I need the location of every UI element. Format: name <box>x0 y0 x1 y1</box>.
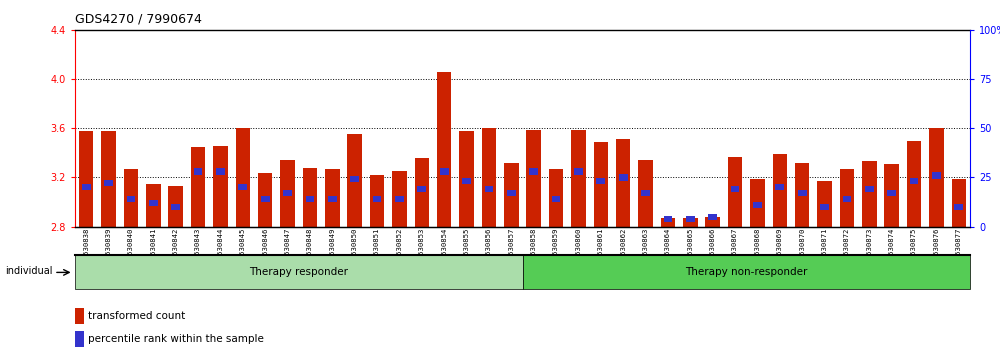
Bar <box>887 190 896 196</box>
Bar <box>392 171 407 227</box>
Bar <box>194 169 202 175</box>
Bar <box>862 161 877 227</box>
Bar <box>440 169 449 175</box>
Bar <box>79 131 93 227</box>
Bar <box>708 214 717 220</box>
Bar <box>504 163 519 227</box>
Bar <box>664 216 672 222</box>
Bar <box>171 204 180 210</box>
Bar <box>731 186 739 192</box>
Bar <box>280 160 295 227</box>
Text: Therapy responder: Therapy responder <box>249 267 348 277</box>
Bar <box>127 196 135 202</box>
Bar <box>929 128 944 227</box>
Bar <box>395 196 404 202</box>
Bar <box>149 200 158 206</box>
Bar <box>417 186 426 192</box>
FancyBboxPatch shape <box>75 255 522 289</box>
Bar <box>773 154 787 227</box>
Text: individual: individual <box>5 266 52 276</box>
Bar <box>325 169 340 227</box>
Bar <box>705 217 720 227</box>
Bar <box>437 72 451 227</box>
Bar <box>146 184 161 227</box>
Bar <box>216 169 225 175</box>
Bar <box>507 190 516 196</box>
Bar <box>865 186 874 192</box>
Bar <box>482 128 496 227</box>
FancyBboxPatch shape <box>522 255 970 289</box>
Bar <box>798 190 807 196</box>
Bar <box>283 190 292 196</box>
Bar <box>303 168 317 227</box>
Bar <box>75 331 84 347</box>
Bar <box>596 178 605 184</box>
Bar <box>661 218 675 227</box>
Bar <box>328 196 337 202</box>
Bar <box>415 158 429 227</box>
Bar <box>350 176 359 182</box>
Bar <box>683 218 698 227</box>
Bar <box>168 186 183 227</box>
Text: GDS4270 / 7990674: GDS4270 / 7990674 <box>75 12 202 25</box>
Bar <box>641 190 650 196</box>
Bar <box>638 160 653 227</box>
Text: Therapy non-responder: Therapy non-responder <box>685 267 807 277</box>
Bar <box>952 179 966 227</box>
Bar <box>258 172 272 227</box>
Bar <box>104 180 113 187</box>
Bar <box>750 179 765 227</box>
Bar <box>795 163 809 227</box>
Bar <box>843 196 851 202</box>
Bar <box>840 169 854 227</box>
Bar <box>101 131 116 227</box>
Text: transformed count: transformed count <box>88 311 185 321</box>
Bar <box>75 308 84 324</box>
Bar <box>485 186 493 192</box>
Text: percentile rank within the sample: percentile rank within the sample <box>88 334 263 344</box>
Bar <box>238 184 247 190</box>
Bar <box>907 141 921 227</box>
Bar <box>191 147 205 227</box>
Bar <box>306 196 314 202</box>
Bar <box>817 181 832 227</box>
Bar <box>462 178 471 184</box>
Bar <box>775 184 784 190</box>
Bar <box>370 175 384 227</box>
Bar <box>574 169 583 175</box>
Bar <box>373 196 381 202</box>
Bar <box>529 169 538 175</box>
Bar <box>213 145 228 227</box>
Bar <box>552 196 560 202</box>
Bar <box>619 175 628 181</box>
Bar <box>526 130 541 227</box>
Bar <box>549 169 563 227</box>
Bar <box>884 164 899 227</box>
Bar <box>820 204 829 210</box>
Bar <box>347 135 362 227</box>
Bar <box>728 156 742 227</box>
Bar <box>124 169 138 227</box>
Bar <box>954 204 963 210</box>
Bar <box>594 142 608 227</box>
Bar <box>753 202 762 208</box>
Bar <box>261 196 270 202</box>
Bar <box>686 216 695 222</box>
Bar <box>82 184 91 190</box>
Bar <box>236 128 250 227</box>
Bar <box>932 172 941 178</box>
Bar <box>571 130 586 227</box>
Bar <box>616 139 630 227</box>
Bar <box>910 178 918 184</box>
Bar <box>459 131 474 227</box>
